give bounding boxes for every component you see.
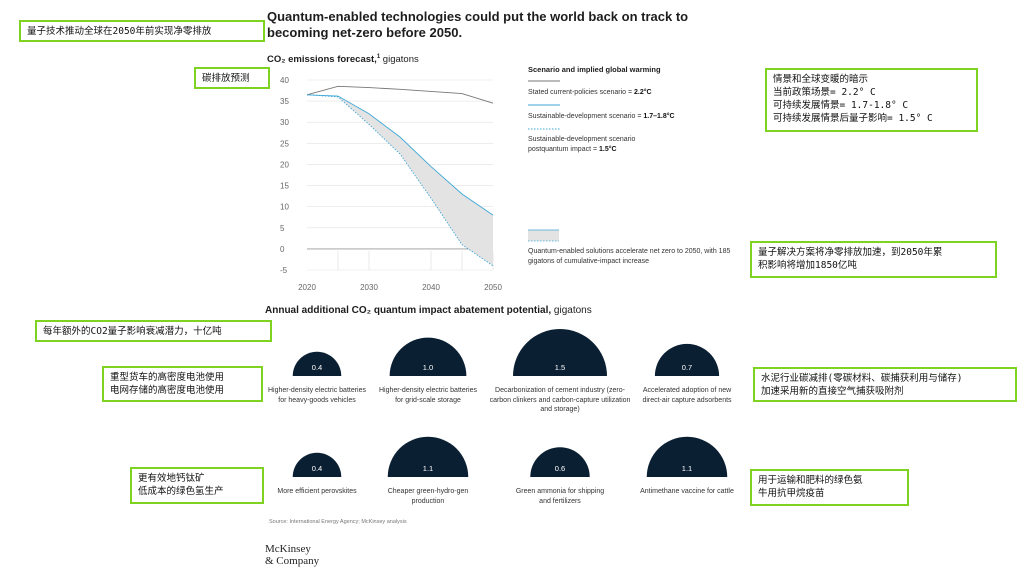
- bubble-label: More efficient perovskites: [277, 488, 357, 495]
- y-tick-label: -5: [280, 266, 288, 275]
- y-tick-label: 10: [280, 203, 289, 212]
- bubble-value: 1.1: [681, 464, 693, 473]
- legend-item-sustainable-value: 1.7–1.8°C: [643, 113, 675, 120]
- legend-item-stated-text: Stated current-policies scenario =: [528, 89, 635, 96]
- chart-tick-layer: -5 0 5 10 15 20 25 30 35 40 2020 2030 2040 2050: [280, 76, 502, 292]
- forecast-heading: CO₂ emissions forecast,1 gigatons: [267, 54, 419, 65]
- bubble-value: 1.0: [422, 363, 434, 372]
- bubble-label: Higher-density electric batteries for gr…: [378, 387, 478, 404]
- y-tick-label: 30: [280, 118, 289, 127]
- x-tick-label: 2040: [422, 283, 440, 292]
- perovskite-annotation: 更有效地钙钛矿 低成本的绿色氢生产: [130, 467, 264, 504]
- legend-heading: Scenario and implied global warming: [528, 65, 661, 74]
- sustainable-development-line: [306, 94, 494, 216]
- forecast-heading-main: CO₂ emissions forecast,: [267, 54, 377, 66]
- bubble-label: Green ammonia for shipping and fertilize…: [515, 488, 605, 505]
- batteries-annotation: 重型货车的高密度电池使用 电网存储的高密度电池使用: [102, 366, 263, 402]
- legend-item-postquantum-text: Sustainable-development scenario postqua…: [528, 136, 636, 153]
- legend-item-postquantum: Sustainable-development scenario postqua…: [528, 135, 668, 154]
- abatement-bubble: [654, 343, 720, 376]
- title-annotation: 量子技术推动全球在2050年前实现净零排放: [19, 20, 265, 42]
- forecast-annotation: 碳排放预测: [194, 67, 270, 89]
- cement-annotation: 水泥行业碳减排(零碳材料、碳捕获利用与储存) 加速采用新的直接空气捕获吸附剂: [753, 367, 1017, 402]
- y-tick-label: 15: [280, 182, 289, 191]
- legend-swatch-stated: [528, 80, 560, 82]
- bubble-label: Antimethane vaccine for cattle: [640, 488, 734, 495]
- legend-swatch-sustainable: [528, 104, 560, 106]
- abatement-bubble: [513, 329, 607, 376]
- y-tick-label: 0: [280, 245, 285, 254]
- abatement-bubble: [389, 337, 467, 376]
- abatement-bubble: [530, 447, 590, 477]
- chart-line-layer: [306, 85, 494, 267]
- abatement-heading: Annual additional CO₂ quantum impact aba…: [265, 305, 592, 316]
- abatement-bubble: [292, 452, 342, 477]
- emissions-line-chart: -5 0 5 10 15 20 25 30 35 40 2020 2030 2040 2050: [280, 76, 502, 292]
- chart-grid: [307, 79, 494, 271]
- area-annotation: 量子解决方案将净零排放加速，到2050年累 积影响将增加1850亿吨: [750, 241, 997, 278]
- impact-area: [307, 94, 493, 266]
- legend-item-sustainable-text: Sustainable-development scenario =: [528, 113, 644, 120]
- abatement-bubble: [387, 436, 469, 477]
- bubble-value: 0.4: [311, 464, 323, 473]
- source-note: Source: International Energy Agency; McK…: [269, 519, 407, 525]
- bubble-value: 0.6: [554, 464, 566, 473]
- y-tick-label: 20: [280, 160, 289, 169]
- legend-swatch-area: [528, 229, 559, 242]
- x-tick-label: 2020: [298, 283, 316, 292]
- scenario-annotation: 情景和全球变暖的暗示 当前政策场景= 2.2° C 可持续发展情景= 1.7-1…: [765, 68, 978, 132]
- y-tick-label: 5: [280, 224, 285, 233]
- bubble-value: 0.4: [311, 363, 323, 372]
- chart-area-layer: [307, 94, 493, 266]
- ammonia-annotation: 用于运输和肥料的绿色氨 牛用抗甲烷疫苗: [750, 469, 909, 506]
- logo-line-1: McKinsey: [265, 543, 311, 555]
- x-tick-label: 2030: [360, 283, 378, 292]
- bubble-label: Accelerated adoption of new direct-air c…: [642, 387, 732, 404]
- mckinsey-logo: McKinsey & Company: [265, 543, 320, 567]
- legend-item-sustainable: Sustainable-development scenario = 1.7–1…: [528, 112, 728, 122]
- forecast-heading-unit: gigatons: [380, 54, 419, 66]
- legend-item-area: Quantum-enabled solutions accelerate net…: [528, 248, 731, 265]
- legend-item-stated: Stated current-policies scenario = 2.2°C: [528, 88, 728, 98]
- logo-line-2: & Company: [265, 554, 320, 567]
- bubble-label: Higher-density electric batteries for he…: [267, 387, 367, 404]
- bubble-value: 1.1: [422, 464, 434, 473]
- y-tick-label: 35: [280, 97, 289, 106]
- legend-item-postquantum-value: 1.5°C: [599, 145, 617, 153]
- page-title: Quantum-enabled technologies could put t…: [267, 9, 689, 40]
- legend-swatch-postquantum: [528, 128, 560, 130]
- stated-policies-line: [306, 85, 494, 104]
- abatement-bubble: [646, 436, 728, 477]
- bubble-value: 1.5: [554, 363, 566, 372]
- x-tick-label: 2050: [484, 283, 502, 292]
- postquantum-line: [306, 94, 494, 267]
- y-tick-label: 25: [280, 139, 289, 148]
- abatement-bubble-chart: [292, 329, 728, 477]
- legend-item-stated-value: 2.2°C: [634, 89, 652, 96]
- abatement-bubble: [292, 351, 342, 376]
- abatement-heading-main: Annual additional CO₂ quantum impact aba…: [265, 305, 552, 316]
- bubble-label: Decarbonization of cement industry (zero…: [489, 387, 631, 413]
- abatement-annotation: 每年额外的CO2量子影响衰减潜力，十亿吨: [35, 320, 272, 342]
- forecast-heading-footnote: 1: [376, 54, 381, 60]
- bubble-value: 0.7: [681, 363, 693, 372]
- bubble-label: Cheaper green-hydro-gen production: [387, 488, 469, 505]
- abatement-heading-unit: gigatons: [551, 305, 592, 316]
- y-tick-label: 40: [280, 76, 289, 85]
